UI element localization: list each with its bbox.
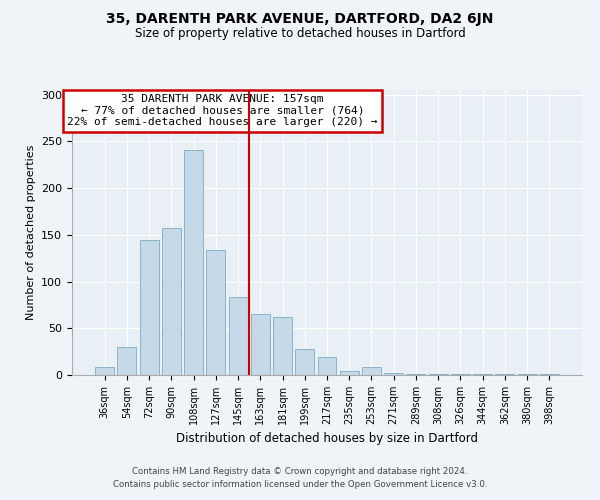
Text: Contains HM Land Registry data © Crown copyright and database right 2024.: Contains HM Land Registry data © Crown c… (132, 467, 468, 476)
Bar (184, 150, 203, 375)
Bar (406, 374, 425, 375)
X-axis label: Distribution of detached houses by size in Dartford: Distribution of detached houses by size … (176, 432, 478, 446)
Bar (162, 228, 181, 375)
Bar (451, 374, 470, 375)
Bar (496, 374, 514, 375)
Bar (251, 314, 270, 375)
Text: 35, DARENTH PARK AVENUE, DARTFORD, DA2 6JN: 35, DARENTH PARK AVENUE, DARTFORD, DA2 6… (106, 12, 494, 26)
Bar (473, 374, 492, 375)
Bar (518, 374, 536, 375)
Bar (362, 366, 381, 375)
Bar (384, 373, 403, 375)
Bar (317, 357, 337, 375)
Y-axis label: Number of detached properties: Number of detached properties (26, 145, 35, 320)
Bar (229, 296, 248, 375)
Bar (140, 240, 158, 375)
Text: Contains public sector information licensed under the Open Government Licence v3: Contains public sector information licen… (113, 480, 487, 489)
Bar (273, 317, 292, 375)
Text: 35 DARENTH PARK AVENUE: 157sqm
← 77% of detached houses are smaller (764)
22% of: 35 DARENTH PARK AVENUE: 157sqm ← 77% of … (67, 94, 378, 128)
Bar (295, 349, 314, 375)
Bar (118, 347, 136, 375)
Text: Size of property relative to detached houses in Dartford: Size of property relative to detached ho… (134, 28, 466, 40)
Bar (429, 374, 448, 375)
Bar (206, 250, 225, 375)
Bar (340, 372, 359, 375)
Bar (540, 374, 559, 375)
Bar (95, 366, 114, 375)
